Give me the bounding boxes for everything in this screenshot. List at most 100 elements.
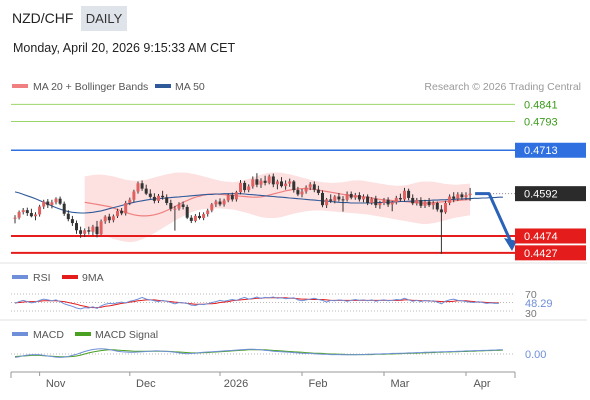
candle-body (152, 196, 156, 201)
candle-body (468, 193, 472, 196)
x-axis-label: Feb (309, 378, 328, 390)
candle-body (353, 195, 357, 198)
candle-body (337, 196, 341, 200)
candle-body (259, 180, 263, 185)
candle-body (382, 199, 386, 203)
candle-body (247, 186, 251, 191)
rsi-level-70: 70 (525, 289, 537, 301)
candle-body (312, 184, 316, 190)
macd-value: 0.00 (525, 349, 546, 361)
candle-body (333, 196, 337, 201)
forecast-arrow (475, 192, 512, 241)
candle-body (185, 206, 189, 218)
x-axis-label: Apr (473, 378, 490, 390)
candle-body (161, 195, 165, 198)
resistance-2-label: 0.4841 (524, 99, 558, 111)
bollinger-band-area (84, 172, 471, 243)
candle-body (292, 181, 296, 191)
candle-body (54, 198, 58, 203)
candle-body (407, 190, 411, 198)
candle-body (239, 182, 242, 193)
support-2-label-bg (515, 245, 586, 261)
resistance-1-label: 0.4793 (524, 117, 558, 129)
candle-body (83, 230, 87, 234)
candle-body (99, 221, 103, 235)
candle-body (304, 187, 308, 192)
candle-body (230, 195, 234, 200)
candle-body (177, 204, 181, 209)
candle-body (349, 194, 353, 198)
currency-pair-title: NZD/CHF (12, 10, 74, 26)
watermark: Research © 2026 Trading Central (424, 81, 581, 93)
candle-body (370, 198, 374, 203)
candle-body (243, 182, 247, 191)
candle-body (398, 197, 402, 200)
rsi-ma-line (14, 297, 499, 309)
candle-body (267, 176, 271, 183)
candle-body (157, 195, 160, 201)
candle-body (234, 192, 238, 200)
candle-body (58, 198, 62, 204)
candle-body (300, 191, 304, 195)
candle-body (193, 215, 197, 221)
candle-body (62, 203, 66, 214)
candle-body (226, 195, 230, 201)
candle-body (29, 213, 33, 217)
candle-body (456, 194, 460, 199)
candle-body (42, 201, 46, 207)
rsi-legend-label: RSI (33, 272, 51, 284)
candle-body (390, 202, 394, 205)
candle-body (448, 196, 452, 203)
period-badge[interactable]: DAILY (81, 6, 127, 31)
candle-body (255, 179, 259, 185)
candle-body (198, 215, 201, 219)
candle-body (386, 199, 390, 205)
x-axis-label: 2026 (224, 378, 248, 390)
candle-body (21, 210, 25, 212)
candle-body (280, 181, 283, 187)
candle-body (210, 204, 214, 211)
candle-body (169, 202, 173, 209)
candle-body (275, 181, 279, 185)
forecast-arrowhead (504, 237, 517, 251)
candle-body (50, 202, 54, 206)
candle-body (202, 214, 206, 219)
support-1-label: 0.4474 (524, 231, 558, 243)
candle-body (214, 201, 218, 205)
candle-body (321, 192, 324, 206)
candle-body (173, 208, 177, 210)
x-axis-label: Mar (391, 378, 410, 390)
candle-body (439, 209, 443, 213)
candle-body (87, 230, 91, 232)
candle-body (251, 179, 255, 187)
candle-body (411, 197, 415, 204)
candle-body (403, 190, 406, 200)
candle-body (25, 210, 29, 214)
candle-body (419, 200, 423, 206)
candle-body (435, 202, 439, 210)
candle-body (345, 194, 349, 200)
rsi-level-30: 30 (525, 308, 537, 320)
macd-signal-legend-swatch (75, 332, 91, 336)
candle-body (464, 195, 468, 198)
candle-body (111, 216, 115, 221)
candle-body (325, 199, 329, 206)
candle-body (316, 189, 320, 193)
last-price-label: 0.4592 (524, 189, 558, 201)
candle-body (75, 223, 78, 231)
candle-body (148, 193, 152, 197)
candle-body (431, 202, 435, 206)
candle-body (284, 183, 288, 187)
ma50-legend-swatch (155, 84, 171, 88)
candle-body (38, 206, 42, 215)
candle-body (423, 201, 427, 206)
candle-body (124, 202, 128, 214)
candle-body (95, 226, 99, 235)
candle-body (46, 201, 50, 206)
candle-body (308, 184, 312, 188)
candle-body (116, 210, 119, 217)
candle-body (79, 230, 83, 234)
ma50-legend-label: MA 50 (175, 81, 205, 93)
candle-body (103, 216, 107, 222)
